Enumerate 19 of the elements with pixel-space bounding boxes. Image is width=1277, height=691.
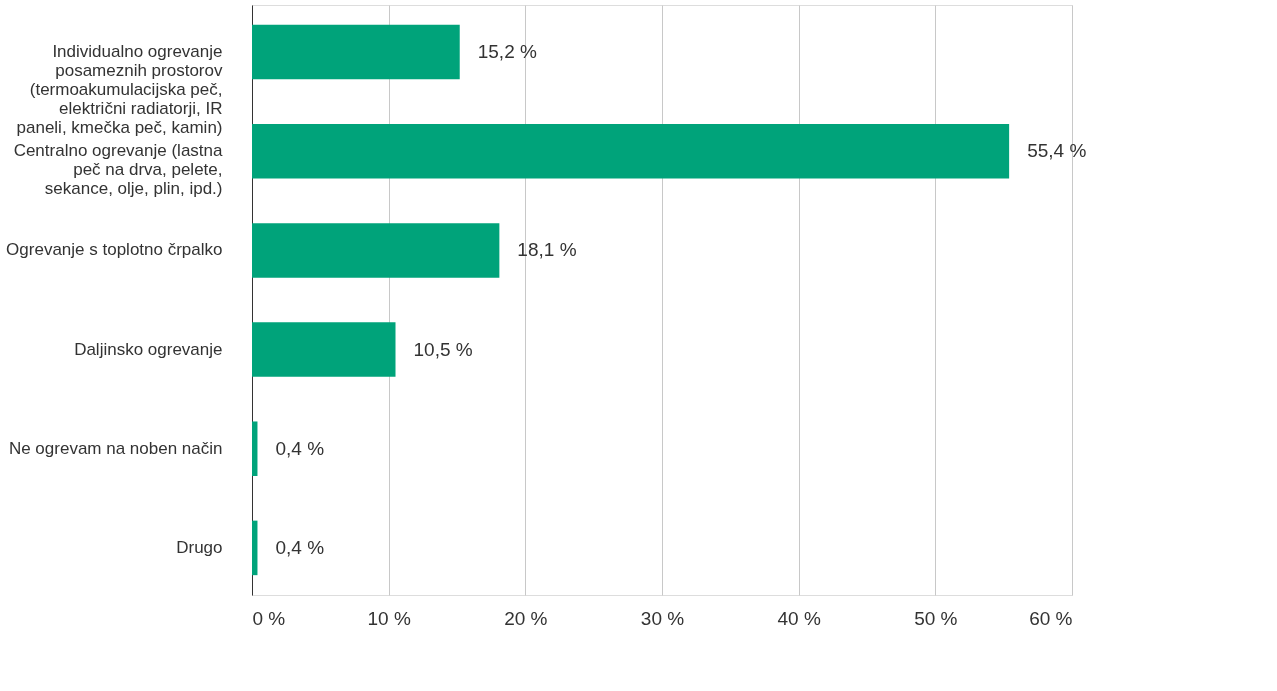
data-label: 18,1 % [517,239,577,261]
data-label: 0,4 % [275,536,325,558]
x-tick-label: 50 % [914,607,958,629]
y-tick-label: Ne ogrevam na noben način [8,438,223,458]
x-tick-label: 40 % [777,607,821,629]
data-label: 15,2 % [477,41,537,63]
x-tick-label: 60 % [1029,607,1073,629]
data-label: 0,4 % [275,437,325,459]
y-tick-label: Daljinsko ogrevanje [74,339,223,359]
y-tick-label: Drugo [176,537,223,557]
x-tick-label: 20 % [504,607,548,629]
y-tick-label: Centralno ogrevanje (lastna peč na drva, pelete, sekance, olje, plin, ipd.) [13,141,224,199]
x-tick-label: 10 % [367,607,411,629]
x-tick-label: 0 % [252,607,286,629]
y-tick-label: Ogrevanje s toplotno črpalko [6,240,223,260]
y-tick-label: Individualno ogrevanje posameznih prostorov (termoakumulacijska peč, električni radiatorji, IR paneli, kmečka peč, kamin) [16,42,223,138]
data-label: 55,4 % [1027,140,1087,162]
data-label: 10,5 % [413,338,473,360]
x-tick-label: 30 % [640,607,685,629]
